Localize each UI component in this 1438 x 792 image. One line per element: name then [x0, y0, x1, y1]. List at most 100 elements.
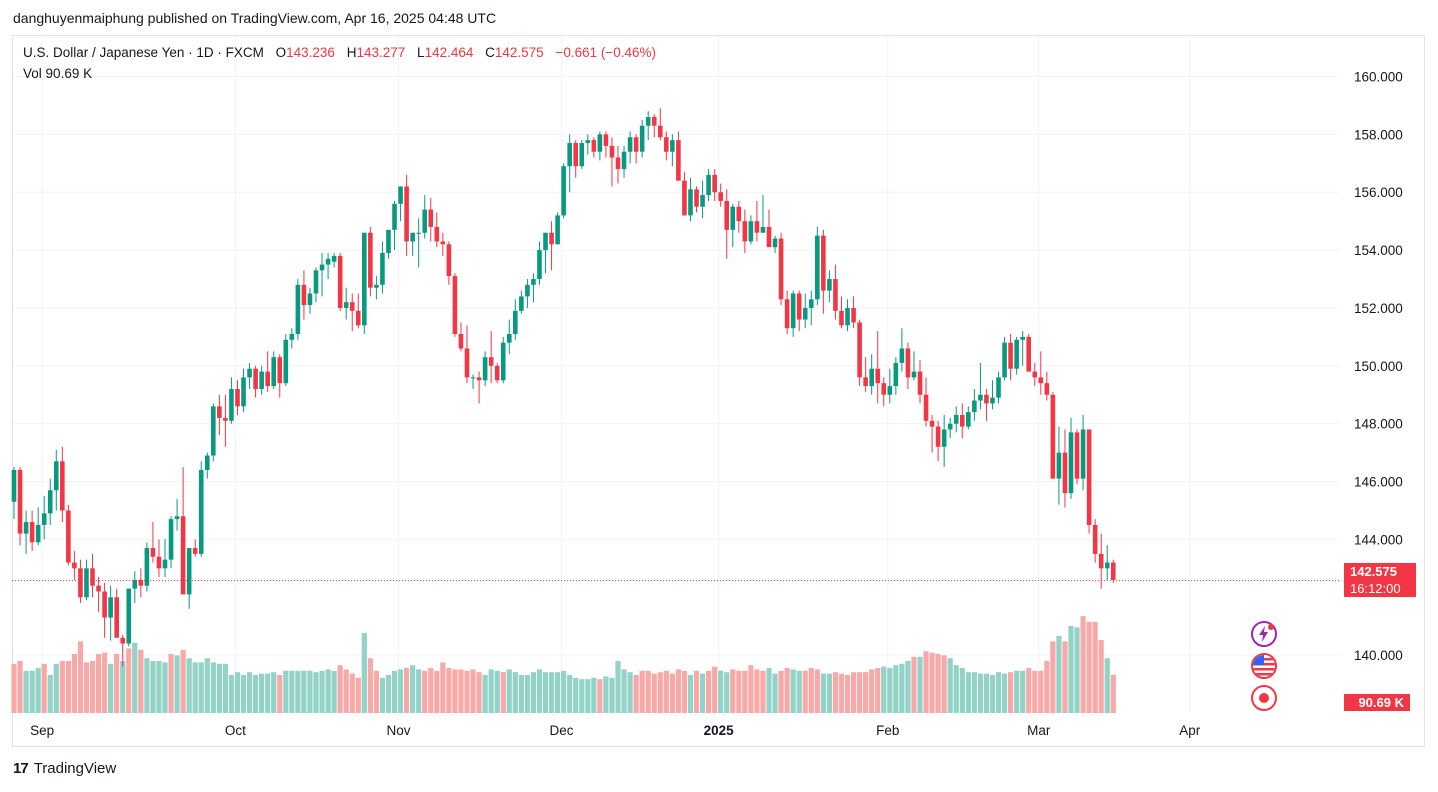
volume-bar	[458, 669, 464, 713]
candle	[633, 134, 639, 164]
volume-bar	[1001, 673, 1008, 713]
volume-bar	[989, 675, 996, 713]
candle	[476, 371, 482, 404]
volume-bar	[1092, 621, 1098, 713]
volume-bar	[1104, 658, 1110, 713]
candle	[851, 296, 856, 329]
candle	[760, 195, 766, 233]
grid	[13, 36, 1340, 713]
candle	[1074, 429, 1080, 485]
volume-bar	[428, 668, 434, 713]
candle	[386, 229, 391, 259]
candle	[603, 131, 609, 158]
candle	[223, 394, 228, 447]
volume-bar	[156, 661, 162, 713]
volume-bar	[736, 670, 742, 713]
candle	[41, 496, 47, 540]
volume-bar	[796, 670, 802, 713]
candle	[132, 571, 138, 604]
volume-bar	[265, 673, 271, 713]
candle	[162, 539, 168, 578]
volume-bar	[561, 670, 567, 713]
volume-bar	[524, 675, 530, 713]
volume-bar	[542, 672, 549, 713]
candle	[935, 420, 941, 462]
price-axis: 160.000 158.000 156.000 154.000 152.000 150.0…	[1354, 70, 1403, 664]
candle	[11, 467, 17, 520]
volume-bar	[337, 665, 343, 713]
candle	[253, 365, 258, 398]
candle	[1020, 331, 1025, 366]
volume-bar	[102, 652, 108, 713]
candle	[821, 229, 826, 314]
volume-bar	[621, 669, 627, 713]
volume-bar	[579, 679, 585, 713]
volume-tag: 90.69 K	[1344, 694, 1410, 711]
volume-bar	[748, 665, 754, 713]
high-label: H	[346, 45, 357, 60]
candle	[881, 377, 887, 407]
candle	[156, 539, 162, 578]
candle	[1038, 351, 1044, 395]
candle	[827, 270, 832, 303]
candle	[519, 290, 524, 314]
y-tick-label: 156.000	[1354, 185, 1403, 200]
volume-bar	[216, 663, 222, 713]
volume-bar	[422, 670, 428, 713]
candle	[1104, 545, 1110, 580]
volume-bar	[1014, 670, 1020, 713]
volume-bar	[331, 670, 337, 713]
volume-bar	[53, 663, 59, 713]
y-tick-label: 140.000	[1354, 648, 1403, 663]
candle	[537, 241, 542, 285]
flash-icon[interactable]	[1251, 621, 1277, 647]
volume-bar	[295, 670, 301, 713]
volume-bar	[283, 670, 289, 713]
volume-bar	[1074, 627, 1080, 713]
volume-bar	[379, 677, 386, 713]
volume-bar	[820, 673, 826, 713]
volume-bar	[718, 670, 724, 713]
candle	[337, 252, 343, 311]
candle	[688, 177, 693, 222]
candle	[736, 200, 742, 233]
volume-bar	[512, 672, 518, 713]
volume-bar	[464, 670, 470, 713]
candle	[138, 568, 144, 598]
candle	[778, 232, 784, 306]
japan-flag-icon[interactable]	[1251, 685, 1277, 711]
volume-bar	[675, 669, 681, 713]
candle	[748, 215, 754, 245]
candle	[247, 362, 252, 389]
candle	[682, 171, 687, 216]
candle	[657, 108, 663, 141]
volume-bar	[1062, 641, 1068, 713]
volume-bar	[730, 669, 736, 713]
volume-bar	[935, 654, 941, 713]
candle	[597, 131, 603, 161]
volume-bar	[71, 654, 77, 713]
y-tick-label: 148.000	[1354, 417, 1403, 432]
volume-bar	[863, 672, 869, 713]
us-flag-icon[interactable]	[1251, 653, 1277, 679]
footer-brand[interactable]: 17 TradingView	[13, 760, 116, 777]
volume-bar	[645, 670, 651, 713]
volume-bar	[893, 665, 899, 713]
candle	[676, 131, 681, 181]
candle	[211, 403, 216, 462]
volume-bar	[633, 675, 639, 713]
candle	[990, 380, 995, 410]
volume-bar	[838, 673, 845, 713]
candle	[500, 336, 506, 384]
volume-bar	[325, 669, 331, 713]
volume-bar	[1020, 670, 1026, 713]
candle	[150, 522, 156, 563]
volume-bar	[114, 654, 120, 713]
volume-bar	[259, 673, 265, 713]
candle	[694, 186, 699, 213]
volume-bar	[138, 649, 144, 713]
volume-bar	[603, 676, 609, 713]
volume-bar	[663, 670, 669, 713]
volume-bar	[416, 669, 422, 713]
